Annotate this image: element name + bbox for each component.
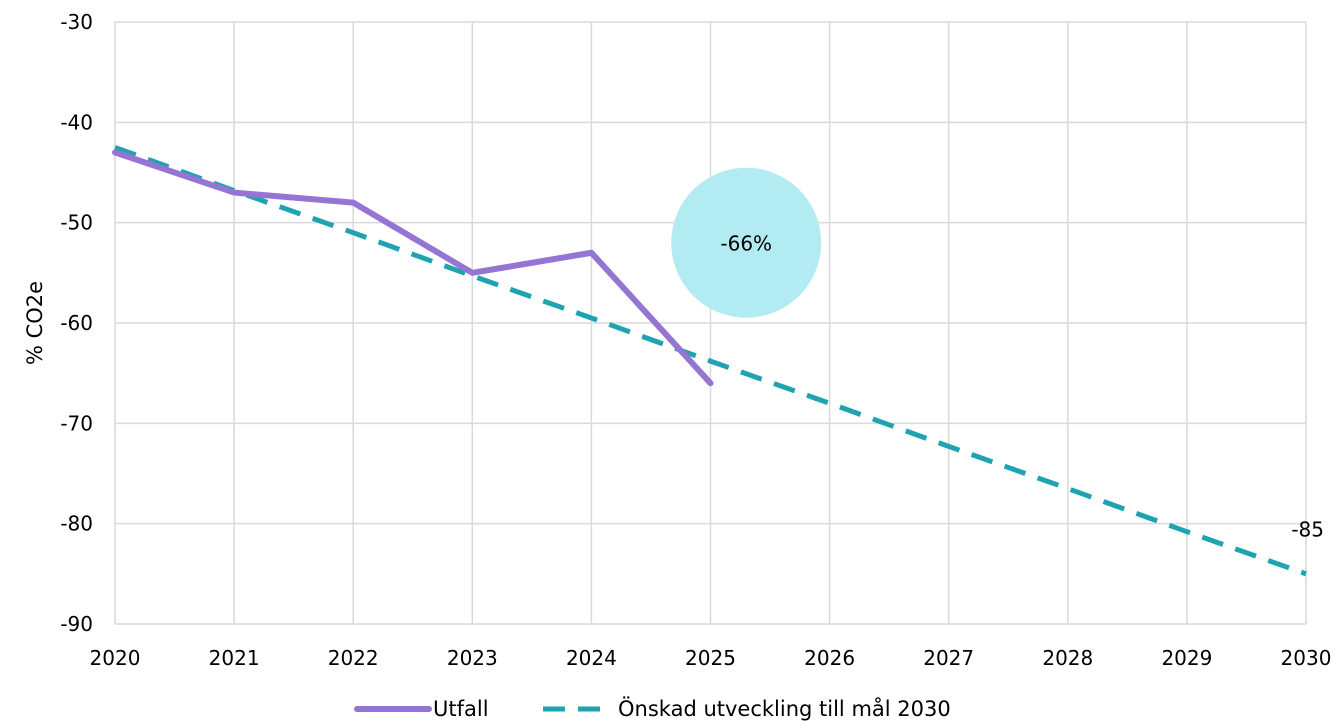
- x-tick-label: 2026: [804, 646, 855, 670]
- x-axis-ticks: 2020 2021 2022 2023 2024 2025 2026 2027 2028 2029…: [90, 646, 1332, 670]
- grid: [114, 21, 1307, 625]
- annotation-end-value: -85: [1291, 518, 1324, 542]
- x-tick-label: 2020: [90, 646, 141, 670]
- y-tick-label: -50: [60, 211, 93, 235]
- series-line-target: [114, 145, 1307, 577]
- y-tick-label: -30: [60, 10, 93, 34]
- legend: Utfall Önskad utveckling till mål 2030: [354, 696, 951, 721]
- y-tick-label: -80: [60, 512, 93, 536]
- y-tick-label: -70: [60, 411, 93, 435]
- x-tick-label: 2022: [328, 646, 379, 670]
- x-tick-label: 2027: [923, 646, 974, 670]
- annotation-label: -66%: [720, 232, 772, 256]
- legend-label-target: Önskad utveckling till mål 2030: [618, 696, 951, 721]
- x-tick-label: 2028: [1042, 646, 1093, 670]
- series-lines: [112, 145, 1307, 577]
- y-tick-label: -40: [60, 110, 93, 134]
- x-tick-label: 2023: [447, 646, 498, 670]
- x-tick-label: 2030: [1281, 646, 1332, 670]
- series-line-outcome: [112, 149, 714, 387]
- y-tick-label: -60: [60, 311, 93, 335]
- x-tick-label: 2024: [566, 646, 617, 670]
- y-axis-label: % CO2e: [23, 281, 47, 365]
- x-tick-label: 2029: [1161, 646, 1212, 670]
- annotation-bubble: [671, 167, 822, 318]
- x-tick-label: 2025: [685, 646, 736, 670]
- y-axis-ticks: -30 -40 -50 -60 -70 -80 -90: [60, 10, 93, 636]
- annotations: -66% -85: [671, 167, 1324, 542]
- y-tick-label: -90: [60, 612, 93, 636]
- x-tick-label: 2021: [209, 646, 260, 670]
- legend-label-outcome: Utfall: [433, 697, 489, 721]
